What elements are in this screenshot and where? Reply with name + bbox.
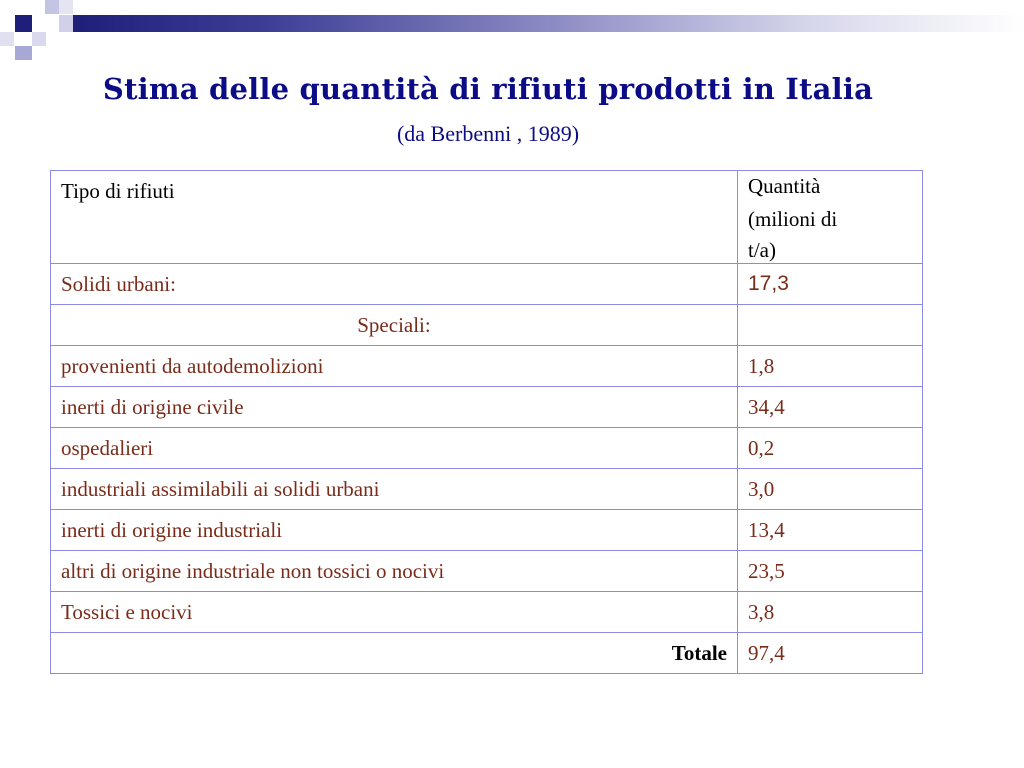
slide-title: Stima delle quantità di rifiuti prodotti…: [102, 72, 874, 106]
row-label: Solidi urbani:: [50, 263, 738, 305]
decor-square: [0, 32, 14, 46]
table-row: Speciali:: [50, 304, 923, 346]
decor-square: [45, 0, 59, 14]
table-row: inerti di origine civile 34,4: [50, 386, 923, 428]
slide-subtitle: (da Berbenni , 1989): [396, 121, 580, 146]
row-value: 0,2: [737, 427, 923, 469]
row-value: 3,8: [737, 591, 923, 633]
row-label: industriali assimilabili ai solidi urban…: [50, 468, 738, 510]
header-quantity-line3: t/a): [748, 238, 776, 262]
row-label: inerti di origine civile: [50, 386, 738, 428]
row-label: Tossici e nocivi: [50, 591, 738, 633]
table-total-row: Totale 97,4: [50, 632, 923, 674]
total-value: 97,4: [737, 632, 923, 674]
header-waste-type: Tipo di rifiuti: [50, 170, 738, 264]
row-label: altri di origine industriale non tossici…: [50, 550, 738, 592]
table-row: industriali assimilabili ai solidi urban…: [50, 468, 923, 510]
table-row: altri di origine industriale non tossici…: [50, 550, 923, 592]
row-label: ospedalieri: [50, 427, 738, 469]
row-value: 34,4: [737, 386, 923, 428]
waste-table: Tipo di rifiuti Quantità (milioni di t/a…: [50, 170, 923, 674]
row-value: 17,3: [737, 263, 923, 305]
table-row: ospedalieri 0,2: [50, 427, 923, 469]
table-row: inerti di origine industriali 13,4: [50, 509, 923, 551]
table-row: Solidi urbani: 17,3: [50, 263, 923, 305]
table-row: provenienti da autodemolizioni 1,8: [50, 345, 923, 387]
decor-square: [59, 15, 73, 32]
row-label: Speciali:: [50, 304, 738, 346]
row-label: provenienti da autodemolizioni: [50, 345, 738, 387]
decor-square: [15, 46, 32, 60]
row-label: inerti di origine industriali: [50, 509, 738, 551]
decor-square: [15, 15, 32, 32]
row-value: [737, 304, 923, 346]
total-label: Totale: [50, 632, 738, 674]
row-value: 3,0: [737, 468, 923, 510]
row-value: 1,8: [737, 345, 923, 387]
header-band: [73, 15, 1024, 32]
header-quantity: Quantità (milioni di t/a): [737, 170, 923, 264]
header-quantity-line1: Quantità: [748, 174, 821, 198]
decor-square: [32, 32, 46, 46]
row-value: 13,4: [737, 509, 923, 551]
table-header-row: Tipo di rifiuti Quantità (milioni di t/a…: [50, 170, 923, 264]
table-row: Tossici e nocivi 3,8: [50, 591, 923, 633]
header-quantity-line2: (milioni di: [748, 207, 838, 231]
decor-square: [59, 0, 73, 14]
row-value: 23,5: [737, 550, 923, 592]
